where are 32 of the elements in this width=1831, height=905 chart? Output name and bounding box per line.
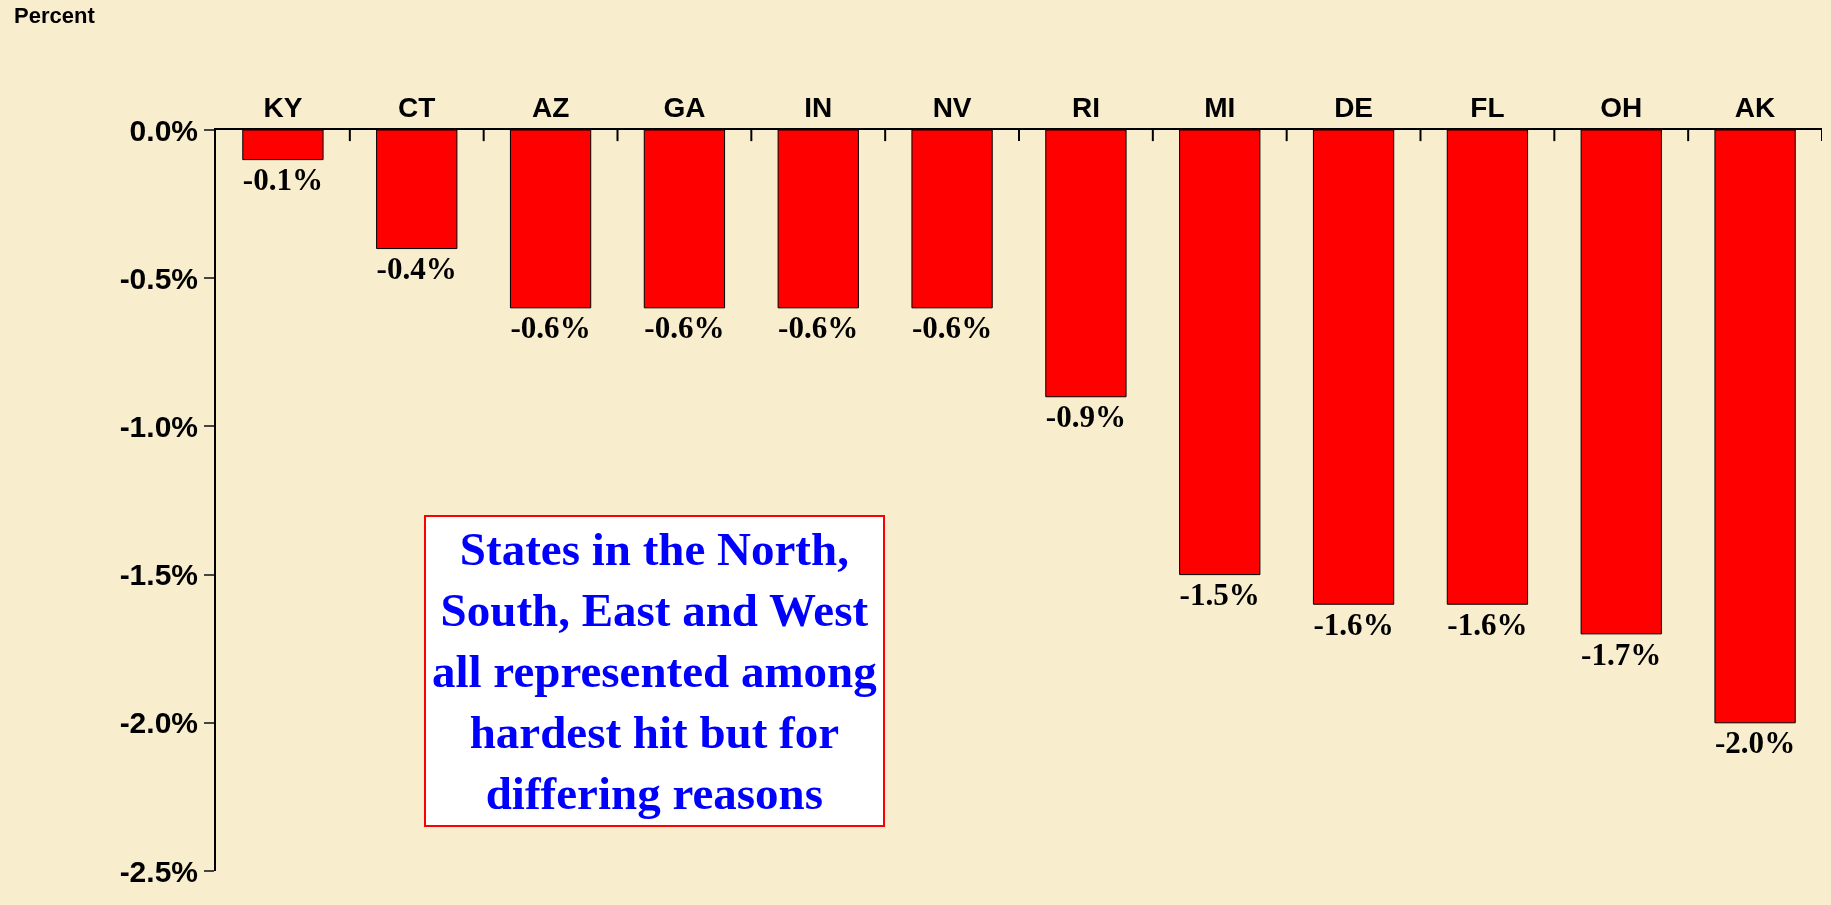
x-tick-label: MI <box>1204 91 1236 123</box>
y-tick-label: -1.5% <box>119 558 198 592</box>
y-tick-label: -2.5% <box>119 854 198 888</box>
y-axis-title: Percent <box>14 3 96 28</box>
x-tick-label: AK <box>1734 91 1776 123</box>
data-label: -0.9% <box>1045 399 1127 435</box>
data-label: -0.4% <box>376 251 457 287</box>
x-tick-label: DE <box>1334 91 1374 123</box>
x-tick-label: AZ <box>531 91 570 123</box>
x-tick-label: CT <box>398 91 436 123</box>
x-tick-label: NV <box>932 91 972 123</box>
data-label: -2.0% <box>1714 725 1796 761</box>
x-tick-label: IN <box>804 91 833 123</box>
data-label: -0.6% <box>911 310 993 346</box>
y-tick-label: -1.0% <box>119 409 198 443</box>
y-tick-label: -2.0% <box>119 706 198 740</box>
data-label: -1.7% <box>1581 636 1662 672</box>
data-label: -0.1% <box>242 162 324 198</box>
data-label: -1.6% <box>1447 606 1528 642</box>
x-tick-label: KY <box>263 91 303 123</box>
data-label: -0.6% <box>778 310 859 346</box>
y-tick-label: -0.5% <box>119 261 198 295</box>
x-tick-label: GA <box>663 91 706 123</box>
x-tick-label: OH <box>1600 91 1643 123</box>
data-label: -1.6% <box>1313 606 1394 642</box>
data-label: -0.6% <box>644 310 725 346</box>
y-tick-label: 0.0% <box>129 113 198 147</box>
x-tick-label: RI <box>1071 91 1100 123</box>
data-label: -0.6% <box>510 310 591 346</box>
data-label: -1.5% <box>1179 577 1260 613</box>
x-tick-label: FL <box>1470 91 1505 123</box>
annotation: States in the North, South, East and West all represented among hardest hit but for differing reasons <box>432 523 878 820</box>
